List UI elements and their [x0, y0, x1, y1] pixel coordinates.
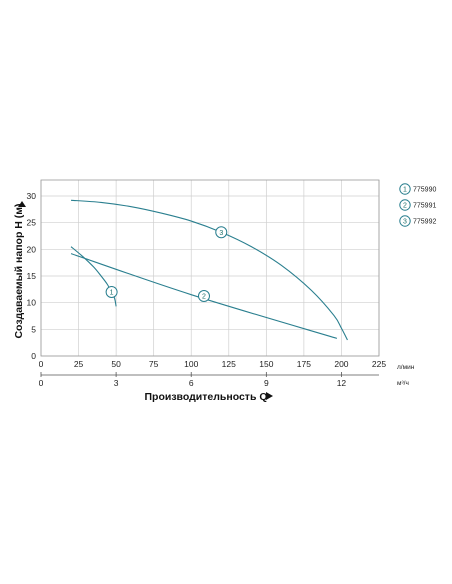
- y-tick-label: 25: [27, 218, 37, 228]
- curve-badge-3: 3: [215, 226, 228, 239]
- x-tick-label: 25: [74, 359, 84, 369]
- legend-badge-number: 1: [403, 187, 407, 194]
- y-tick-label: 10: [27, 298, 37, 308]
- x2-tick-label: 12: [337, 378, 347, 388]
- x-tick-label: 0: [39, 359, 44, 369]
- curve-badge-1: 1: [105, 286, 118, 298]
- x-tick-label: 100: [184, 359, 198, 369]
- curve-badge-number: 1: [110, 290, 114, 297]
- legend-badge-number: 2: [403, 203, 407, 210]
- curve-badge-circle: [197, 290, 210, 302]
- legend-badge-circle: [399, 183, 411, 195]
- curve-775991: [70, 253, 338, 339]
- curve-badges: 1 2 3: [105, 226, 228, 302]
- x-axis-unit: л/мин: [397, 364, 415, 371]
- chart-axes: [40, 179, 380, 376]
- curve-badge-number: 3: [219, 230, 223, 237]
- x2-axis-unit: м³/ч: [397, 380, 409, 387]
- x-tick-label: 200: [334, 359, 348, 369]
- x-axis-title: Производительность Q: [144, 391, 267, 403]
- x-axis-arrow-icon: [266, 392, 273, 400]
- curve-badge-2: 2: [197, 290, 210, 302]
- x-tick-label: 75: [149, 359, 159, 369]
- x-tick-label: 50: [111, 359, 121, 369]
- chart-grid: [40, 180, 380, 357]
- y-tick-label: 15: [27, 271, 37, 281]
- y-tick-label: 5: [31, 324, 36, 334]
- chart-curves: [70, 199, 348, 341]
- legend-badge-number: 3: [403, 219, 407, 226]
- x2-tick-label: 0: [39, 378, 44, 388]
- y-tick-label: 20: [27, 244, 37, 254]
- plot-border: [40, 179, 380, 357]
- y-tick-label: 0: [31, 351, 36, 361]
- x2-tick-label: 6: [189, 378, 194, 388]
- legend-item-775991: 2 775991: [399, 199, 436, 211]
- legend-badge-circle: [399, 199, 411, 211]
- curve-badge-circle: [105, 286, 118, 298]
- curve-775992: [71, 199, 348, 341]
- x2-tick-label: 9: [264, 378, 269, 388]
- y-tick-label: 30: [27, 191, 37, 201]
- legend-item-775990: 1 775990: [399, 183, 436, 195]
- curve-badge-number: 2: [202, 294, 206, 301]
- legend-label: 775992: [413, 219, 436, 226]
- axis-ticks: 0 25 50 75 100 125 150 175 200 225 0 5 10 15 20 25 30 0 3 6…: [27, 191, 387, 388]
- x2-tick-label: 3: [114, 378, 119, 388]
- x-tick-label: 175: [297, 359, 311, 369]
- legend-label: 775990: [413, 187, 436, 194]
- legend-label: 775991: [413, 203, 436, 210]
- x-tick-label: 150: [259, 359, 273, 369]
- curve-badge-circle: [215, 226, 228, 239]
- y-axis-title: Создаваемый напор H (м): [13, 203, 25, 338]
- legend-badge-circle: [399, 215, 411, 227]
- x-tick-label: 125: [222, 359, 236, 369]
- legend-item-775992: 3 775992: [399, 215, 436, 227]
- x-tick-label: 225: [372, 359, 386, 369]
- chart-legend: 1 775990 2 775991 3 775992: [399, 183, 436, 227]
- y-axis-arrow-icon: [18, 201, 26, 207]
